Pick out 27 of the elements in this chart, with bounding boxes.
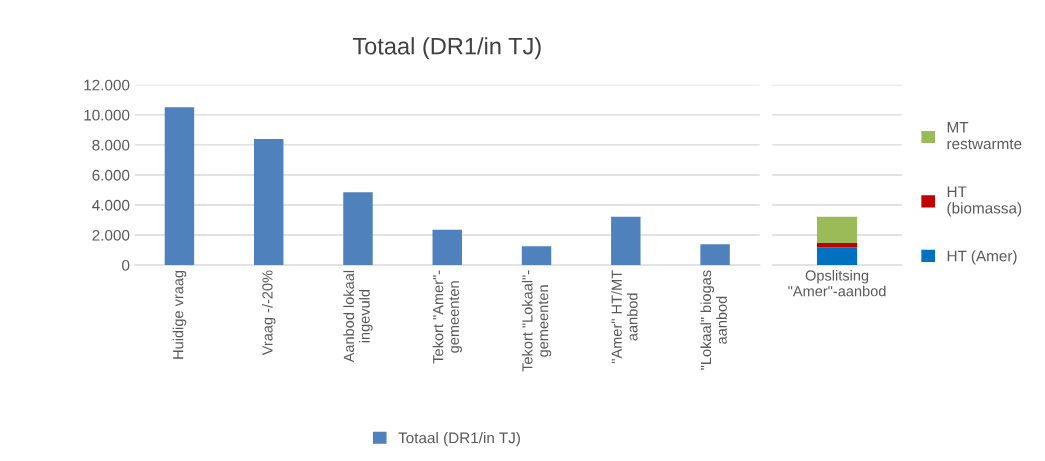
bar (700, 244, 730, 266)
x-tick-label: "Lokaal" biogas aanbod (700, 270, 727, 370)
legend-label: Totaal (DR1/in TJ) (398, 432, 520, 447)
x-tick-label: Huidige vraag (172, 270, 187, 359)
x-tick-label: Tekort "Amer"- gemeenten (432, 270, 462, 364)
bar (611, 216, 641, 266)
bar (343, 192, 373, 266)
y-tick-label: 6.000 (92, 169, 130, 181)
bar (432, 229, 462, 266)
x-tick-label: Opslitsing "Amer"-aanbod (788, 269, 886, 297)
bar (521, 246, 552, 266)
y-tick-label: 10.000 (84, 109, 130, 121)
y-tick-label: 8.000 (92, 139, 130, 151)
legend-label: HT (biomassa) (947, 186, 1022, 217)
x-tick-label: Aanbod lokaal ingevuld (343, 270, 373, 363)
y-tick-label: 2.000 (92, 229, 130, 241)
legend-label: MT restwarmte (947, 122, 1022, 150)
x-tick-label: Vraag -/-20% (261, 270, 276, 356)
x-tick-label: "Amer" HT/MT aanbod (611, 270, 638, 364)
y-tick-label: 0 (122, 259, 130, 271)
bar (164, 107, 195, 266)
bar (253, 138, 284, 266)
y-tick-label: 4.000 (92, 199, 130, 211)
x-tick-label: Tekort "Lokaal"- gemeenten (521, 270, 552, 372)
y-tick-label: 12.000 (84, 79, 130, 91)
chart-title: Totaal (DR1/in TJ) (352, 37, 541, 60)
legend-label: HT (Amer) (947, 250, 1017, 265)
